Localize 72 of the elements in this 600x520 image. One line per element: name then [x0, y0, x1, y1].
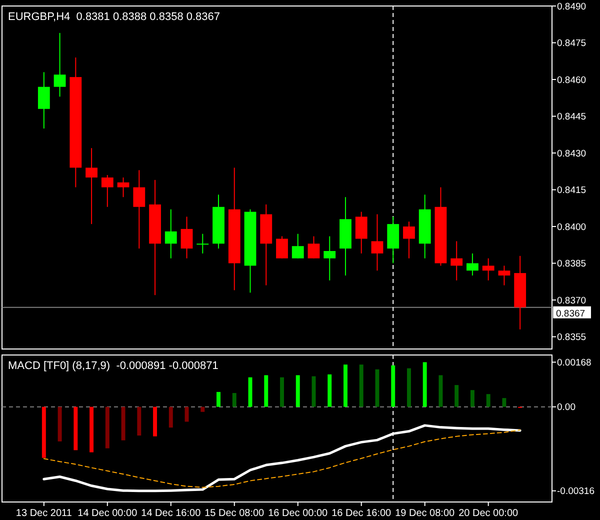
candlestick — [308, 236, 320, 259]
ref-line-label: 0.8367 — [556, 308, 586, 320]
bar — [328, 374, 332, 407]
x-tick-label: 16 Dec 16:00 — [332, 508, 392, 519]
y-tick-label: 0.8415 — [557, 185, 586, 196]
candlestick — [196, 233, 209, 254]
bar — [42, 406, 46, 458]
x-tick-label: 19 Dec 08:00 — [395, 508, 456, 519]
y-tick-label: -0.00316 — [557, 486, 595, 498]
candlestick — [450, 240, 463, 281]
candlestick — [101, 174, 114, 208]
x-tick-label: 20 Dec 00:00 — [458, 508, 519, 519]
candlestick — [133, 170, 146, 250]
candlestick — [38, 72, 50, 129]
candlestick — [54, 32, 66, 98]
y-tick-label: 0.8475 — [557, 38, 586, 50]
bar — [168, 406, 173, 428]
candlestick — [324, 236, 336, 281]
bar — [296, 375, 300, 407]
bar — [74, 406, 78, 450]
y-tick-label: 0.8400 — [557, 222, 586, 233]
candlestick — [180, 216, 193, 259]
y-tick-label: 0.8385 — [557, 258, 586, 270]
candlestick — [276, 236, 288, 259]
bar — [470, 390, 474, 407]
candlestick — [86, 148, 98, 225]
bar — [391, 365, 396, 407]
candlestick — [403, 221, 415, 259]
bar — [344, 364, 348, 407]
text: EURGBP,H4 0.8381 0.8388 0.8358 0.8367 — [8, 11, 220, 23]
x-tick-label: 14 Dec 00:00 — [78, 508, 138, 519]
y-tick-label: 0.8490 — [557, 1, 586, 12]
candlestick — [371, 214, 384, 272]
bar — [137, 406, 142, 436]
y-tick-label: 0.00 — [557, 402, 576, 414]
candlestick — [355, 211, 368, 254]
text: MACD [TF0] (8,17,9) -0.000891 -0.000871 — [8, 360, 218, 372]
x-tick-label: 14 Dec 16:00 — [141, 508, 202, 519]
y-tick-label: 0.8430 — [557, 148, 586, 160]
bar — [406, 368, 411, 407]
bar — [58, 406, 62, 442]
bar — [359, 364, 364, 407]
y-tick-label: 0.8370 — [557, 295, 586, 306]
bar — [105, 406, 110, 448]
x-tick-label: 15 Dec 08:00 — [204, 508, 265, 519]
bar — [375, 369, 380, 407]
candlestick — [498, 265, 510, 286]
candlestick — [292, 233, 304, 259]
bar — [422, 362, 427, 407]
bar — [264, 375, 268, 407]
bar — [486, 394, 490, 407]
bar — [216, 392, 220, 407]
bar — [200, 406, 205, 412]
y-tick-label: 0.8445 — [557, 112, 586, 123]
candlestick — [466, 252, 478, 276]
bar — [502, 398, 506, 407]
bar — [90, 406, 94, 452]
bar — [121, 406, 126, 440]
bar — [153, 406, 158, 436]
candlestick — [117, 177, 130, 198]
bar — [184, 406, 189, 422]
x-tick-label: 13 Dec 2011 — [16, 508, 72, 519]
y-tick-label: 0.00168 — [557, 358, 592, 368]
y-tick-label: 0.8355 — [557, 332, 586, 344]
bar — [438, 375, 443, 407]
candlestick — [164, 208, 177, 259]
candlestick — [482, 258, 494, 281]
bar — [454, 385, 459, 407]
y-tick-label: 0.8460 — [557, 74, 586, 86]
x-tick-label: 16 Dec 00:00 — [268, 508, 328, 519]
bar — [232, 393, 236, 407]
bar — [280, 377, 284, 407]
